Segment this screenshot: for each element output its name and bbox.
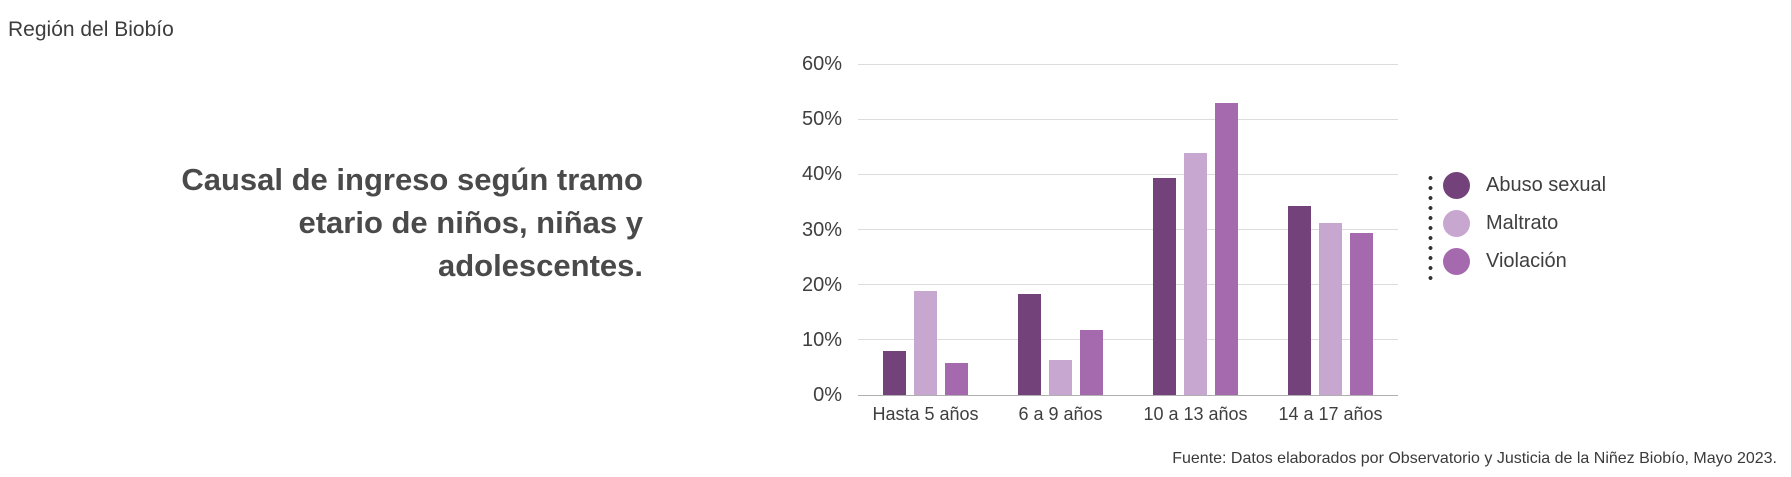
legend-label-violacion: Violación — [1486, 250, 1567, 272]
x-tick-label-0: Hasta 5 años — [872, 404, 979, 424]
bar-violaci-n-group-1 — [1080, 329, 1103, 395]
y-tick-label-10: 10% — [801, 328, 842, 351]
legend-dotted-line — [1428, 173, 1433, 283]
legend-item-abuso-sexual: Abuso sexual — [1443, 172, 1606, 199]
bar-maltrato-group-0 — [914, 290, 937, 395]
gridline-0 — [858, 394, 1398, 396]
legend-label-maltrato: Maltrato — [1486, 212, 1559, 234]
bar-violaci-n-group-0 — [945, 363, 968, 395]
legend-item-maltrato: Maltrato — [1443, 210, 1606, 237]
bar-maltrato-group-2 — [1184, 153, 1207, 395]
y-tick-label-50: 50% — [801, 108, 842, 131]
legend-items: Abuso sexual Maltrato Violación — [1443, 172, 1606, 275]
y-tick-label-60: 60% — [801, 53, 842, 75]
bar-abuso-sexual-group-3 — [1288, 205, 1311, 395]
bar-abuso-sexual-group-0 — [883, 350, 906, 395]
x-axis-labels: Hasta 5 años 6 a 9 años 10 a 13 años 14 a 1… — [858, 404, 1398, 430]
chart-title-line-2: etario de niños, niñas y — [298, 205, 643, 240]
y-tick-label-20: 20% — [801, 273, 842, 296]
y-axis-labels: 0% 10% 20% 30% 40% 50% 60% — [760, 54, 842, 405]
gridline-60 — [858, 63, 1398, 65]
x-tick-label-1: 6 a 9 años — [1018, 404, 1103, 424]
legend-item-violacion: Violación — [1443, 248, 1606, 275]
bar-abuso-sexual-group-1 — [1018, 294, 1041, 395]
legend: Abuso sexual Maltrato Violación — [1428, 172, 1606, 283]
gridline-50 — [858, 118, 1398, 120]
chart-title: Causal de ingreso según tramo etario de … — [150, 158, 643, 287]
x-tick-label-3: 14 a 17 años — [1278, 404, 1383, 424]
gridline-40 — [858, 173, 1398, 175]
gridline-30 — [858, 229, 1398, 230]
plot-area — [858, 63, 1398, 396]
legend-swatch-violacion-icon — [1443, 248, 1470, 275]
y-tick-label-30: 30% — [801, 218, 842, 241]
bar-violaci-n-group-2 — [1215, 103, 1238, 395]
gridline-20 — [858, 284, 1398, 286]
y-tick-label-0: 0% — [813, 384, 842, 406]
bar-abuso-sexual-group-2 — [1153, 177, 1176, 395]
x-tick-label-2: 10 a 13 años — [1143, 404, 1248, 424]
bar-violaci-n-group-3 — [1350, 232, 1373, 395]
legend-label-abuso-sexual: Abuso sexual — [1486, 174, 1607, 196]
legend-swatch-abuso-sexual-icon — [1443, 172, 1470, 199]
y-tick-label-40: 40% — [801, 163, 842, 186]
source-note: Fuente: Datos elaborados por Observatori… — [1172, 450, 1777, 467]
bar-maltrato-group-1 — [1049, 359, 1072, 395]
bar-maltrato-group-3 — [1319, 222, 1342, 395]
gridline-10 — [858, 339, 1398, 341]
chart-title-line-3: adolescentes. — [437, 248, 643, 283]
chart-title-line-1: Causal de ingreso según tramo — [181, 162, 643, 197]
region-label: Región del Biobío — [8, 18, 174, 41]
legend-swatch-maltrato-icon — [1443, 210, 1470, 237]
